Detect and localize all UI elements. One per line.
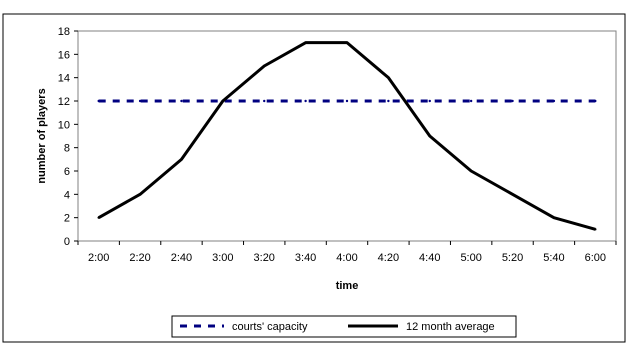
y-tick-label: 4 — [64, 189, 70, 201]
y-tick-label: 12 — [58, 96, 70, 108]
data-point-courts-capacity — [553, 100, 555, 102]
x-tick-label: 4:20 — [378, 252, 399, 264]
y-tick-label: 6 — [64, 166, 70, 178]
data-point-12-month-average — [346, 41, 348, 43]
data-point-courts-capacity — [346, 100, 348, 102]
x-tick-label: 3:00 — [212, 252, 233, 264]
x-tick-label: 6:00 — [585, 252, 606, 264]
y-tick-label: 0 — [64, 236, 70, 248]
data-point-courts-capacity — [263, 100, 265, 102]
x-tick-label: 5:40 — [543, 252, 564, 264]
data-point-12-month-average — [304, 41, 306, 43]
x-tick-label: 5:20 — [502, 252, 523, 264]
y-tick-label: 8 — [64, 143, 70, 155]
data-point-courts-capacity — [511, 100, 513, 102]
x-tick-label: 3:20 — [254, 252, 275, 264]
data-point-12-month-average — [263, 65, 265, 67]
x-tick-label: 5:00 — [460, 252, 481, 264]
x-tick-label: 2:20 — [129, 252, 150, 264]
data-point-12-month-average — [511, 193, 513, 195]
x-tick-label: 2:40 — [171, 252, 192, 264]
plot-area — [78, 31, 616, 241]
x-tick-label: 4:00 — [336, 252, 357, 264]
legend-label-12-month-average: 12 month average — [406, 321, 495, 333]
y-tick-label: 16 — [58, 49, 70, 61]
data-point-12-month-average — [553, 216, 555, 218]
x-tick-label: 4:40 — [419, 252, 440, 264]
legend: courts' capacity 12 month average — [172, 316, 516, 337]
data-point-12-month-average — [594, 228, 596, 230]
data-point-courts-capacity — [594, 100, 596, 102]
x-tick-label: 2:00 — [88, 252, 109, 264]
data-point-courts-capacity — [304, 100, 306, 102]
data-point-12-month-average — [97, 216, 99, 218]
data-point-courts-capacity — [180, 100, 182, 102]
data-point-12-month-average — [387, 76, 389, 78]
data-point-courts-capacity — [429, 100, 431, 102]
data-point-12-month-average — [222, 100, 224, 102]
legend-label-courts-capacity: courts' capacity — [232, 321, 308, 333]
data-point-12-month-average — [180, 158, 182, 160]
x-tick-label: 3:40 — [295, 252, 316, 264]
y-tick-label: 10 — [58, 119, 70, 131]
data-point-courts-capacity — [470, 100, 472, 102]
data-point-courts-capacity — [139, 100, 141, 102]
y-tick-label: 2 — [64, 213, 70, 225]
data-point-12-month-average — [429, 135, 431, 137]
data-point-courts-capacity — [97, 100, 99, 102]
x-axis-label: time — [336, 280, 359, 292]
y-axis-label: number of players — [36, 88, 48, 183]
data-point-12-month-average — [139, 193, 141, 195]
y-tick-label: 14 — [58, 73, 70, 85]
data-point-12-month-average — [470, 170, 472, 172]
y-tick-label: 18 — [58, 26, 70, 38]
data-point-courts-capacity — [387, 100, 389, 102]
